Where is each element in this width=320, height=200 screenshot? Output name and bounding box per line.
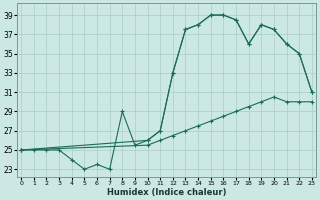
X-axis label: Humidex (Indice chaleur): Humidex (Indice chaleur): [107, 188, 226, 197]
